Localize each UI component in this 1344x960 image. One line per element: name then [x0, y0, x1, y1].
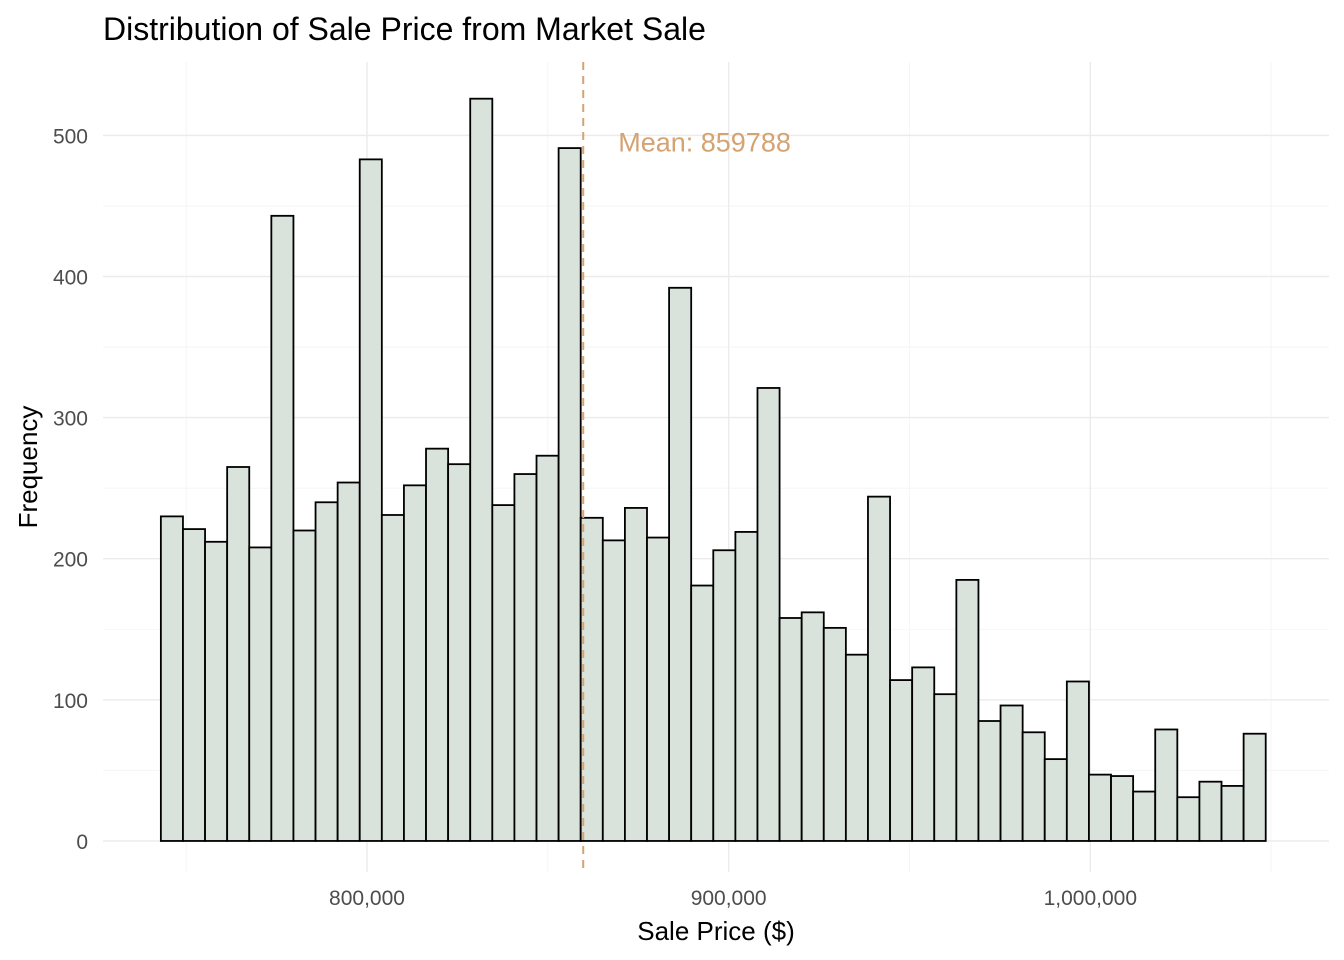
histogram-bar [1088, 773, 1112, 842]
histogram-bar [1198, 780, 1223, 842]
x-tick-label: 800,000 [329, 887, 405, 910]
x-axis-ticks: 800,000 900,000 1,000,000 [329, 887, 1137, 910]
histogram-bar [248, 546, 273, 842]
histogram-bar [270, 214, 295, 842]
histogram-bar [1132, 790, 1157, 842]
histogram-bar [292, 529, 317, 842]
histogram-bar [955, 578, 980, 842]
histogram-bar [314, 501, 339, 842]
histogram-bar [469, 97, 494, 842]
histogram-bar [911, 666, 936, 842]
histogram-bar [999, 704, 1024, 842]
histogram-bar [646, 536, 670, 842]
histogram-bar [1154, 728, 1179, 842]
histogram-bar [1043, 758, 1068, 842]
y-tick-label: 300 [53, 408, 88, 431]
histogram-bar [1065, 680, 1090, 842]
chart-title: Distribution of Sale Price from Market S… [103, 11, 706, 47]
histogram-bar [889, 679, 914, 842]
x-axis-title: Sale Price ($) [637, 916, 795, 946]
histogram-bar [182, 528, 206, 842]
histogram-bar [1242, 732, 1267, 842]
y-tick-label: 100 [53, 690, 88, 713]
histogram-bar [690, 584, 715, 842]
y-tick-label: 400 [53, 266, 88, 289]
histogram-bar [668, 286, 693, 842]
histogram-bar [800, 611, 825, 842]
histogram-bar [358, 158, 383, 842]
histogram-bar [226, 466, 251, 842]
histogram-bar [867, 495, 891, 842]
histogram-bar [513, 473, 538, 842]
histogram-bar [425, 447, 450, 842]
histogram-bar [491, 504, 516, 842]
y-axis-title: Frequency [13, 406, 43, 529]
histogram-bar [535, 454, 560, 842]
y-axis-ticks: 0 100 200 300 400 500 [53, 125, 88, 854]
histogram-bar [712, 549, 737, 842]
y-tick-label: 500 [53, 125, 88, 148]
histogram-bar [557, 147, 582, 842]
histogram-bar [1110, 775, 1135, 842]
histogram-bar [933, 693, 958, 842]
histogram-bar [1176, 796, 1201, 842]
histogram-bars [159, 97, 1267, 842]
histogram-bar [380, 514, 405, 842]
histogram-bar [977, 720, 1002, 842]
histogram-bar [159, 515, 184, 842]
histogram-bar [447, 463, 472, 842]
histogram-bar [778, 617, 803, 842]
histogram-bar [734, 531, 759, 842]
histogram-bar [756, 387, 781, 842]
histogram-bar [844, 653, 869, 842]
histogram-bar [1220, 785, 1245, 842]
histogram-bar [204, 540, 229, 842]
x-tick-label: 900,000 [691, 887, 767, 910]
histogram-bar [601, 539, 626, 842]
histogram-bar [623, 507, 648, 842]
mean-annotation: Mean: 859788 [618, 127, 791, 157]
y-tick-label: 0 [76, 831, 88, 854]
histogram-bar [403, 484, 427, 842]
histogram-bar [1021, 731, 1046, 842]
y-tick-label: 200 [53, 549, 88, 572]
histogram-bar [822, 626, 847, 842]
x-tick-label: 1,000,000 [1044, 887, 1137, 910]
histogram-bar [336, 481, 361, 842]
